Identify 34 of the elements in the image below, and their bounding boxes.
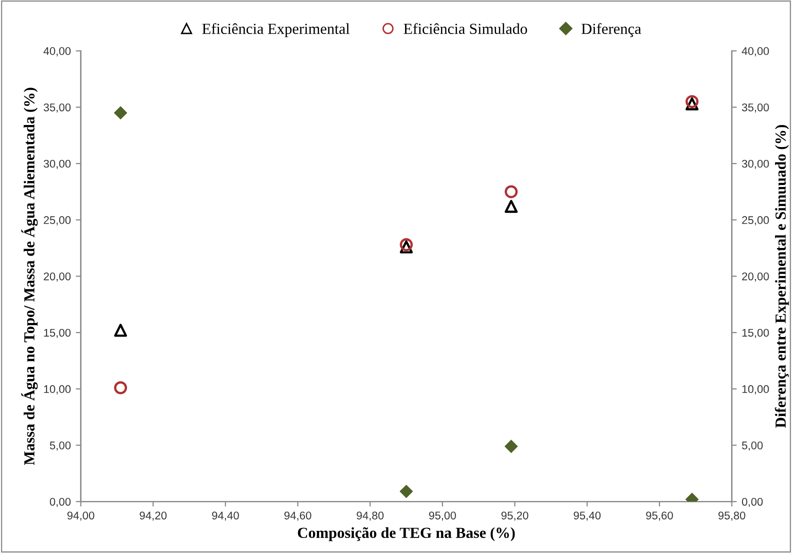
- y-axis-title: Massa de Água no Topo/ Massa de Água Aliementada (%): [21, 88, 38, 466]
- y2-tick-label: 10,00: [742, 385, 769, 394]
- x-tick-label: 94,00: [67, 512, 94, 521]
- y-tick-label: 25,00: [44, 216, 71, 226]
- y-tick-label: 20,00: [44, 272, 71, 282]
- legend-label: Eficiência Experimental: [202, 23, 350, 38]
- x-axis-title: Composição de TEG na Base (%): [298, 527, 515, 542]
- y-tick-label: 30,00: [44, 160, 71, 169]
- y-tick-label: 40,00: [44, 47, 71, 56]
- x-tick-label: 95,40: [574, 512, 601, 521]
- y2-axis-title: Diferença entre Experimental e Simuuado (%): [774, 125, 789, 428]
- y2-tick-label: 0,00: [742, 498, 763, 508]
- y2-tick-label: 30,00: [742, 160, 769, 169]
- y-tick-label: 15,00: [44, 328, 71, 338]
- x-tick-label: 94,40: [212, 512, 239, 521]
- y2-tick-label: 5,00: [742, 442, 763, 451]
- x-tick-label: 95,00: [429, 512, 456, 521]
- x-tick-label: 94,20: [140, 512, 167, 521]
- x-tick-label: 94,80: [356, 512, 384, 521]
- legend-label: Eficiência Simulado: [404, 23, 528, 34]
- y2-tick-label: 35,00: [742, 103, 769, 113]
- y-tick-label: 5,00: [50, 442, 71, 451]
- x-tick-label: 94,60: [284, 512, 312, 521]
- y-tick-label: 10,00: [44, 385, 71, 394]
- y-tick-label: 0,00: [50, 498, 71, 508]
- y-tick-label: 35,00: [44, 103, 71, 113]
- x-tick-label: 95,80: [718, 512, 746, 521]
- y2-tick-label: 20,00: [742, 272, 769, 282]
- x-tick-label: 95,20: [501, 512, 528, 521]
- y2-tick-label: 15,00: [742, 328, 769, 338]
- x-tick-label: 95,60: [646, 512, 673, 521]
- y2-tick-label: 25,00: [742, 216, 769, 226]
- legend-label: Diferença: [582, 23, 642, 38]
- y2-tick-label: 40,00: [742, 47, 769, 56]
